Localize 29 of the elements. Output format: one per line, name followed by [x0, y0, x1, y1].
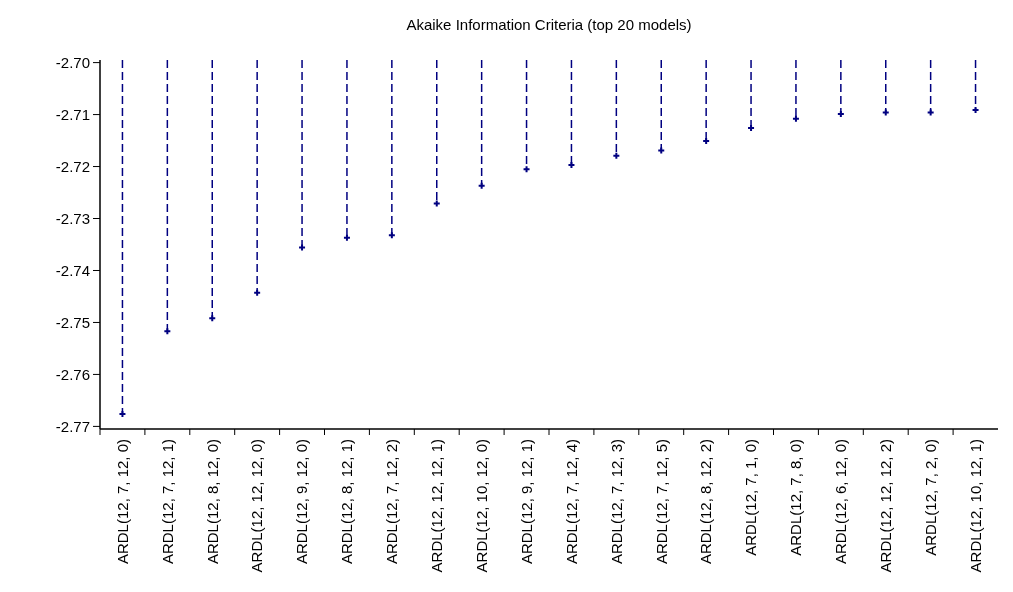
x-tick-label: ARDL(12, 7, 12, 2) — [383, 439, 401, 565]
x-tick-label: ARDL(12, 7, 12, 1) — [158, 439, 176, 565]
x-tick-label: ARDL(12, 9, 12, 1) — [517, 439, 535, 565]
y-tick-label: -2.73 — [55, 209, 90, 227]
y-tick-label: -2.77 — [55, 417, 90, 435]
x-tick-label: ARDL(12, 6, 12, 0) — [832, 439, 850, 565]
x-tick-label: ARDL(12, 8, 12, 0) — [203, 439, 221, 565]
y-tick-label: -2.71 — [55, 105, 90, 123]
x-tick-label: ARDL(12, 9, 12, 0) — [293, 439, 311, 565]
x-tick-label: ARDL(12, 7, 12, 0) — [113, 439, 131, 565]
x-tick-label: ARDL(12, 7, 1, 0) — [742, 439, 760, 556]
y-tick-label: -2.76 — [55, 365, 90, 383]
y-tick-label: -2.70 — [55, 53, 90, 71]
x-tick-label: ARDL(12, 7, 12, 3) — [607, 439, 625, 565]
x-tick-label: ARDL(12, 8, 12, 1) — [338, 439, 356, 565]
chart-title: Akaike Information Criteria (top 20 models) — [406, 16, 692, 33]
x-tick-label: ARDL(12, 12, 12, 2) — [877, 439, 894, 573]
x-tick-label: ARDL(12, 7, 2, 0) — [921, 439, 939, 556]
x-tick-label: ARDL(12, 10, 12, 1) — [966, 439, 984, 573]
x-tick-label: ARDL(12, 7, 8, 0) — [787, 439, 805, 556]
x-tick-label: ARDL(12, 12, 12, 0) — [248, 439, 266, 573]
x-tick-label: ARDL(12, 7, 12, 4) — [562, 439, 580, 565]
x-tick-label: ARDL(12, 10, 12, 0) — [472, 439, 490, 573]
y-tick-label: -2.72 — [55, 157, 90, 175]
y-tick-label: -2.74 — [55, 261, 90, 279]
x-tick-label: ARDL(12, 8, 12, 2) — [697, 439, 715, 565]
x-tick-label: ARDL(12, 7, 12, 5) — [652, 439, 670, 565]
y-tick-label: -2.75 — [55, 313, 90, 331]
x-tick-label: ARDL(12, 12, 12, 1) — [428, 439, 445, 573]
